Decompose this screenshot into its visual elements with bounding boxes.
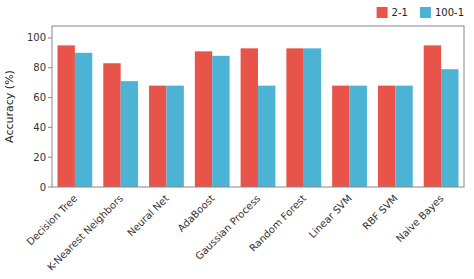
y-tick <box>48 157 52 158</box>
y-axis-label: Accuracy (%) <box>3 70 16 143</box>
bar <box>332 86 349 187</box>
bar <box>75 53 92 187</box>
bar <box>304 48 321 187</box>
bar <box>286 48 303 187</box>
bar <box>395 86 412 187</box>
bar <box>378 86 395 187</box>
y-tick-label: 100 <box>27 32 46 43</box>
legend-label: 2-1 <box>392 7 408 18</box>
x-tick-label: Neural Net <box>125 193 171 239</box>
y-tick-label: 20 <box>33 152 46 163</box>
y-tick-label: 0 <box>40 182 46 193</box>
bar <box>350 86 367 187</box>
x-tick-label: K-Nearest Neighbors <box>45 193 125 273</box>
legend-label: 100-1 <box>435 7 464 18</box>
x-tick-label: RBF SVM <box>360 193 399 232</box>
bar <box>441 69 458 187</box>
bar <box>57 45 74 187</box>
bar <box>258 86 275 187</box>
x-tick-label: Random Forest <box>247 193 308 254</box>
y-tick-label: 80 <box>33 62 46 73</box>
plot-frame <box>52 26 464 187</box>
y-tick-label: 60 <box>33 92 46 103</box>
y-tick <box>48 187 52 188</box>
y-tick <box>48 127 52 128</box>
bars <box>57 45 458 187</box>
bar <box>195 51 212 187</box>
bar <box>149 86 166 187</box>
y-tick <box>48 97 52 98</box>
chart: 020406080100Accuracy (%)Decision TreeK-N… <box>0 0 474 279</box>
x-tick-label: AdaBoost <box>175 193 216 234</box>
y-tick-label: 40 <box>33 122 46 133</box>
legend: 100-1 2-1 <box>377 7 464 18</box>
y-tick <box>48 67 52 68</box>
x-tick-label: Naive Bayes <box>394 193 446 245</box>
legend-swatch <box>420 7 431 18</box>
bar <box>103 63 120 187</box>
legend-swatch <box>377 7 388 18</box>
bar <box>121 81 138 187</box>
x-tick-label: Linear SVM <box>307 193 354 240</box>
bar <box>166 86 183 187</box>
bar <box>241 48 258 187</box>
bar <box>212 56 229 187</box>
bar <box>424 45 441 187</box>
y-tick <box>48 37 52 38</box>
